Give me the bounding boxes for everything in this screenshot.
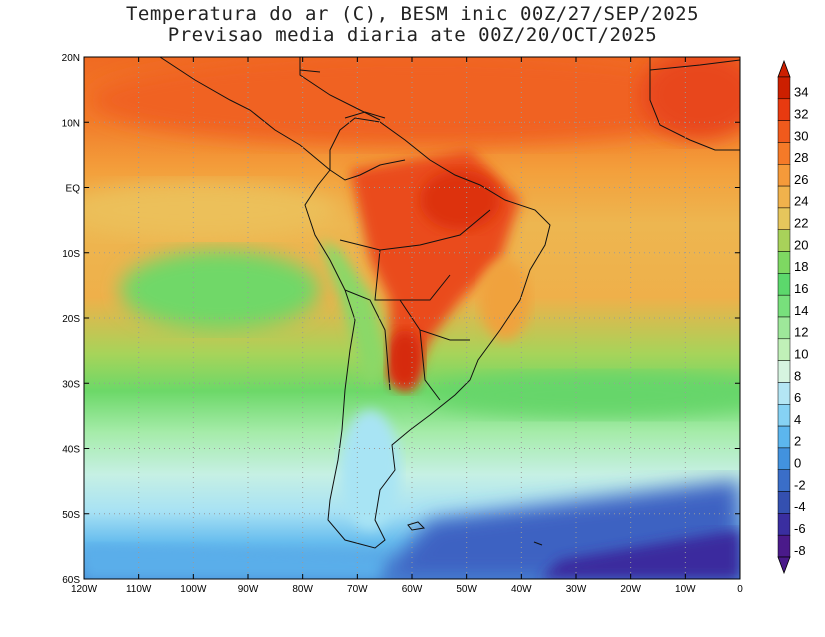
- colorbar-label: -6: [794, 521, 806, 536]
- colorbar-label: 6: [794, 390, 801, 405]
- lon-label: 10W: [675, 584, 696, 595]
- lat-label: EQ: [66, 184, 81, 195]
- colorbar-label: 18: [794, 259, 808, 274]
- colorbar-swatch: [777, 251, 791, 274]
- colorbar-label: -2: [794, 477, 806, 492]
- colorbar-label: 22: [794, 216, 808, 231]
- lon-label: 40W: [511, 584, 532, 595]
- colorbar-label: 8: [794, 368, 801, 383]
- colorbar-swatch: [777, 404, 791, 427]
- colorbar-label: 24: [794, 194, 808, 209]
- colorbar-label: 28: [794, 150, 808, 165]
- lat-label: 20S: [62, 314, 80, 325]
- latitude-labels: 20N 10N EQ 10S 20S 30S 40S 50S 60S: [62, 53, 81, 586]
- graticule: [84, 57, 740, 579]
- colorbar-swatch: [777, 229, 791, 252]
- colorbar-label: 34: [794, 85, 808, 100]
- map-title-line2: Previsao media diaria ate 00Z/20/OCT/202…: [167, 24, 658, 46]
- lon-label: 70W: [347, 584, 368, 595]
- colorbar-label: 14: [794, 303, 808, 318]
- colorbar-swatch: [777, 338, 791, 361]
- colorbar-swatch: [777, 513, 791, 536]
- colorbar-label: 32: [794, 106, 808, 121]
- lon-label: 50W: [456, 584, 477, 595]
- colorbar-label: -4: [794, 499, 806, 514]
- lon-label: 80W: [292, 584, 313, 595]
- lon-label: 90W: [238, 584, 259, 595]
- colorbar-swatch: [777, 164, 791, 187]
- colorbar-label: 26: [794, 172, 808, 187]
- lat-label: 20N: [62, 53, 80, 64]
- colorbar-swatch: [777, 491, 791, 514]
- colorbar-label: 16: [794, 281, 808, 296]
- colorbar-label: 4: [794, 412, 801, 427]
- lon-label: 110W: [126, 584, 152, 595]
- lon-label: 100W: [180, 584, 207, 595]
- colorbar-label: 20: [794, 237, 808, 252]
- colorbar-label: 12: [794, 325, 808, 340]
- lat-label: 30S: [62, 379, 80, 390]
- colorbar-swatch: [777, 382, 791, 405]
- colorbar-swatch: [777, 120, 791, 143]
- coastlines: [159, 57, 740, 549]
- colorbar-swatch: [777, 273, 791, 296]
- colorbar-swatch: [777, 207, 791, 230]
- temperature-field: [84, 57, 740, 579]
- lat-label: 10S: [62, 249, 80, 260]
- lat-label: 40S: [62, 445, 80, 456]
- colorbar-swatch: [777, 534, 791, 558]
- lat-label: 60S: [62, 575, 80, 586]
- lon-label: 20W: [620, 584, 641, 595]
- colorbar-swatch: [777, 185, 791, 209]
- colorbar-label: 10: [794, 346, 808, 361]
- colorbar-swatch: [777, 447, 791, 470]
- colorbar-bottom-arrow: [777, 556, 791, 575]
- longitude-labels: 120W 110W 100W 90W 80W 70W 60W 50W 40W 30W 20W 10W 0: [71, 584, 743, 595]
- colorbar-swatch: [777, 316, 791, 340]
- map-title-line1: Temperatura do ar (C), BESM inic 00Z/27/…: [125, 3, 700, 25]
- colorbar-label: -8: [794, 543, 806, 558]
- colorbar-swatch: [777, 98, 791, 121]
- colorbar: [777, 59, 791, 575]
- axis-ticks: [83, 56, 741, 580]
- colorbar-label: 2: [794, 434, 801, 449]
- colorbar-swatch: [777, 76, 791, 100]
- colorbar-swatch: [777, 469, 791, 492]
- lon-label: 120W: [71, 584, 98, 595]
- lat-label: 50S: [62, 510, 80, 521]
- colorbar-label: 0: [794, 456, 801, 471]
- colorbar-swatch: [777, 360, 791, 383]
- colorbar-label: 30: [794, 128, 808, 143]
- lon-label: 60W: [402, 584, 423, 595]
- colorbar-swatch: [777, 425, 791, 449]
- colorbar-swatch: [777, 294, 791, 318]
- lon-label: 30W: [566, 584, 587, 595]
- colorbar-top-arrow: [777, 59, 791, 78]
- lon-label: 0: [737, 584, 743, 595]
- lat-label: 10N: [62, 118, 80, 129]
- colorbar-swatch: [777, 142, 791, 165]
